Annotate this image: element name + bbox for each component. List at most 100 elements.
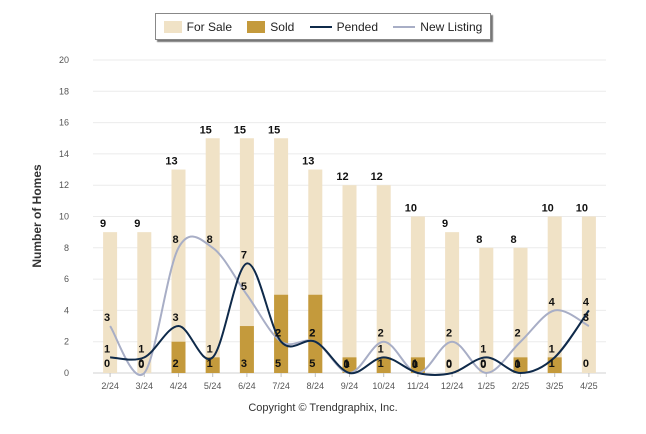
data-label-new-listing-3/24: 0 xyxy=(138,359,144,371)
data-label-new-listing-11/24: 0 xyxy=(412,359,418,371)
data-label-for-sale-9/24: 12 xyxy=(336,171,348,183)
bar-for-sale-10/24 xyxy=(376,185,391,373)
data-label-sold-4/25: 0 xyxy=(583,358,589,370)
bar-for-sale-3/25 xyxy=(547,216,562,373)
data-label-pended-2/24: 1 xyxy=(104,343,110,355)
data-label-sold-1/25: 0 xyxy=(480,358,486,370)
bar-for-sale-4/25 xyxy=(581,216,596,373)
legend-swatch-sold xyxy=(247,20,266,33)
data-label-sold-9/24: 1 xyxy=(343,358,349,370)
x-tick-label-8/24: 8/24 xyxy=(307,381,325,391)
data-label-pended-6/24: 7 xyxy=(241,249,247,261)
y-tick-label-0: 0 xyxy=(64,368,69,378)
bar-for-sale-2/24 xyxy=(103,232,118,373)
x-tick-label-3/24: 3/24 xyxy=(136,381,154,391)
bar-for-sale-12/24 xyxy=(445,232,460,373)
x-tick-label-2/25: 2/25 xyxy=(512,381,530,391)
data-label-new-listing-1/25: 0 xyxy=(480,359,486,371)
copyright-text: Copyright © Trendgraphix, Inc. xyxy=(248,402,398,414)
data-label-new-listing-4/24: 8 xyxy=(172,234,178,246)
data-label-for-sale-8/24: 13 xyxy=(302,156,314,168)
data-label-pended-7/24: 2 xyxy=(275,328,281,340)
y-tick-label-14: 14 xyxy=(59,149,69,159)
bar-for-sale-9/24 xyxy=(342,185,357,373)
bar-sold-10/24 xyxy=(376,357,391,373)
data-label-new-listing-8/24: 2 xyxy=(309,328,315,340)
data-label-sold-2/24: 0 xyxy=(104,358,110,370)
bar-for-sale-1/25 xyxy=(479,247,494,373)
data-label-sold-2/25: 1 xyxy=(514,358,520,370)
data-label-new-listing-3/25: 4 xyxy=(549,296,556,308)
data-label-for-sale-5/24: 15 xyxy=(200,124,212,136)
y-tick-label-10: 10 xyxy=(59,212,69,222)
data-label-for-sale-2/25: 8 xyxy=(510,234,516,246)
data-label-for-sale-7/24: 15 xyxy=(268,124,280,136)
legend-swatch-pended xyxy=(309,25,332,28)
data-label-for-sale-4/24: 13 xyxy=(165,156,177,168)
bar-sold-5/24 xyxy=(205,357,220,373)
data-label-sold-11/24: 1 xyxy=(412,358,418,370)
data-label-pended-4/25: 4 xyxy=(583,296,590,308)
data-label-pended-9/24: 0 xyxy=(343,359,349,371)
x-tick-label-6/24: 6/24 xyxy=(238,381,256,391)
bar-for-sale-11/24 xyxy=(410,216,425,373)
data-label-pended-10/24: 1 xyxy=(378,343,384,355)
data-label-sold-3/24: 0 xyxy=(138,358,144,370)
data-label-pended-2/25: 0 xyxy=(514,359,520,371)
bar-sold-11/24 xyxy=(410,357,425,373)
data-label-new-listing-5/24: 8 xyxy=(207,234,213,246)
data-label-sold-5/24: 1 xyxy=(207,358,213,370)
y-tick-label-6: 6 xyxy=(64,274,69,284)
data-label-sold-4/24: 2 xyxy=(172,358,178,370)
x-tick-label-1/25: 1/25 xyxy=(478,381,496,391)
legend-item-new-listing: New Listing xyxy=(393,20,482,34)
data-label-for-sale-11/24: 10 xyxy=(405,203,417,215)
data-label-for-sale-4/25: 10 xyxy=(576,203,588,215)
data-label-pended-4/24: 3 xyxy=(172,312,178,324)
x-tick-label-10/24: 10/24 xyxy=(372,381,395,391)
data-label-sold-3/25: 1 xyxy=(549,358,555,370)
data-label-for-sale-2/24: 9 xyxy=(100,218,106,230)
y-tick-label-12: 12 xyxy=(59,180,69,190)
x-tick-label-4/24: 4/24 xyxy=(170,381,188,391)
data-label-new-listing-6/24: 5 xyxy=(241,281,247,293)
y-axis-label: Number of Homes xyxy=(30,164,44,268)
y-tick-label-8: 8 xyxy=(64,243,69,253)
legend-swatch-for-sale xyxy=(163,20,182,33)
data-label-new-listing-4/25: 3 xyxy=(583,312,589,324)
data-label-sold-6/24: 3 xyxy=(241,358,247,370)
x-tick-label-4/25: 4/25 xyxy=(580,381,598,391)
x-tick-label-7/24: 7/24 xyxy=(272,381,290,391)
data-label-for-sale-3/24: 9 xyxy=(134,218,140,230)
data-label-sold-10/24: 1 xyxy=(378,358,384,370)
data-label-for-sale-6/24: 15 xyxy=(234,124,246,136)
y-tick-label-2: 2 xyxy=(64,337,69,347)
data-label-pended-5/24: 1 xyxy=(207,343,213,355)
data-label-for-sale-1/25: 8 xyxy=(476,234,482,246)
data-label-pended-1/25: 1 xyxy=(480,343,486,355)
bar-sold-7/24 xyxy=(274,294,289,373)
data-label-pended-3/24: 1 xyxy=(138,343,144,355)
x-tick-label-11/24: 11/24 xyxy=(407,381,429,391)
bar-sold-8/24 xyxy=(308,294,323,373)
y-tick-label-16: 16 xyxy=(59,118,69,128)
data-label-pended-11/24: 0 xyxy=(412,359,418,371)
legend-label-sold: Sold xyxy=(270,19,295,34)
data-label-for-sale-10/24: 12 xyxy=(371,171,383,183)
x-tick-label-12/24: 12/24 xyxy=(441,381,464,391)
line-pended xyxy=(110,262,590,376)
data-label-pended-12/24: 0 xyxy=(446,359,452,371)
legend-label-new-listing: New Listing xyxy=(420,19,483,34)
data-label-new-listing-2/25: 2 xyxy=(514,328,520,340)
data-label-for-sale-3/25: 10 xyxy=(542,203,554,215)
data-label-new-listing-9/24: 0 xyxy=(343,359,349,371)
legend-item-for-sale: For Sale xyxy=(163,20,232,34)
bar-sold-2/25 xyxy=(513,357,528,373)
bar-sold-4/24 xyxy=(171,341,186,373)
legend-swatch-new-listing xyxy=(393,25,416,28)
x-tick-label-5/24: 5/24 xyxy=(204,381,222,391)
bar-for-sale-5/24 xyxy=(205,138,220,373)
bar-for-sale-6/24 xyxy=(239,138,254,373)
data-label-new-listing-10/24: 2 xyxy=(378,328,384,340)
